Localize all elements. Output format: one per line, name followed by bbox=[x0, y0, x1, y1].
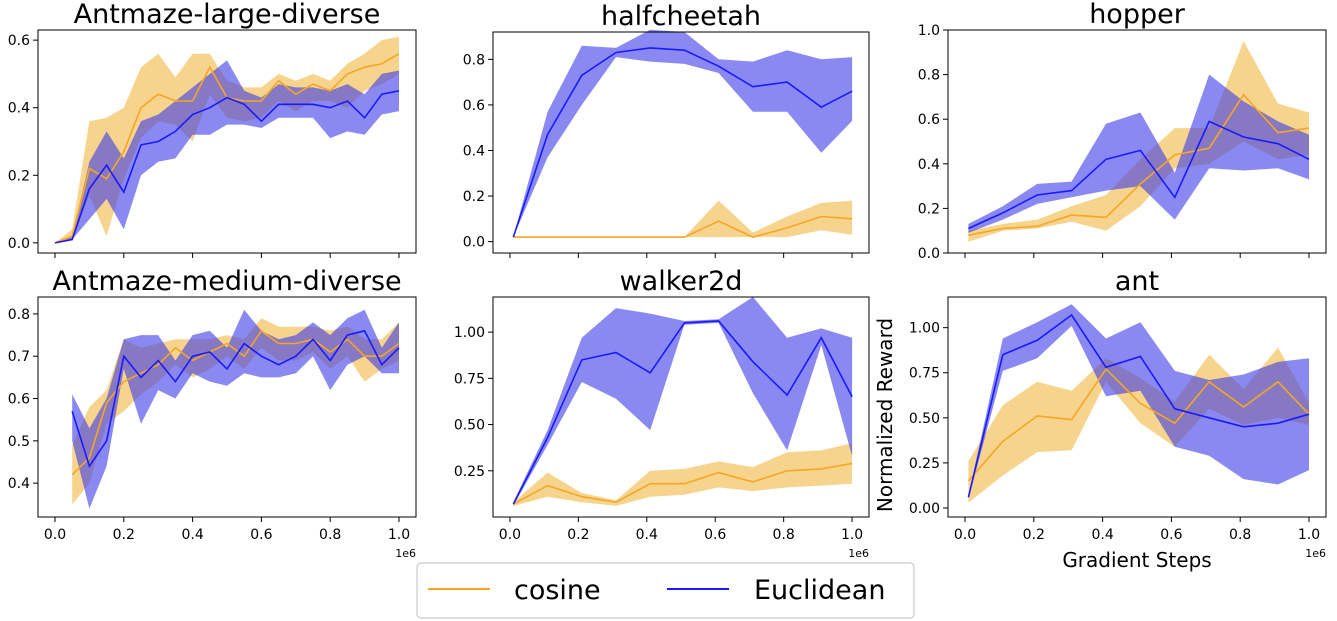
y-tick-label: 0.75 bbox=[909, 366, 940, 382]
x-tick-label: 0.8 bbox=[773, 527, 795, 543]
y-tick-label: 0.6 bbox=[8, 33, 30, 49]
y-tick-label: 0.25 bbox=[454, 464, 485, 480]
axes-frame bbox=[947, 296, 1327, 518]
y-tick-label: 0.4 bbox=[918, 157, 940, 173]
line-euclidean bbox=[54, 90, 400, 244]
band-euclidean bbox=[55, 60, 399, 243]
x-tick-label: 0.6 bbox=[250, 527, 272, 543]
y-tick-label: 0.2 bbox=[8, 168, 30, 184]
y-tick-label: 0.8 bbox=[918, 68, 940, 84]
axes-frame bbox=[492, 31, 870, 254]
x-scale-label: 1e6 bbox=[848, 547, 869, 560]
x-axis-label: Gradient Steps bbox=[1062, 548, 1211, 572]
y-tick-label: 0.2 bbox=[918, 201, 940, 217]
y-tick-label: 1.00 bbox=[454, 325, 485, 341]
subplot-1: 0.0 0.2 0.4 0.6 0.8 halfcheetah bbox=[463, 1, 870, 258]
x-scale-label: 1e6 bbox=[1305, 547, 1326, 560]
y-tick-label: 1.0 bbox=[918, 23, 940, 39]
y-tick-label: 0.00 bbox=[909, 501, 940, 517]
y-tick-label: 0.4 bbox=[8, 101, 30, 117]
x-scale-label: 1e6 bbox=[395, 547, 416, 560]
y-tick-label: 0.0 bbox=[8, 236, 30, 252]
axes-frame bbox=[37, 29, 417, 254]
line-cosine bbox=[512, 462, 853, 505]
legend-box bbox=[416, 562, 915, 619]
line-euclidean bbox=[512, 320, 853, 505]
y-tick-label: 0.5 bbox=[8, 434, 30, 450]
subplot-title: Antmaze-large-diverse bbox=[74, 0, 381, 30]
line-cosine bbox=[513, 215, 853, 238]
x-tick-label: 1.0 bbox=[388, 527, 410, 543]
subplot-2: 0.0 0.2 0.4 0.6 0.8 1.0 hopper bbox=[918, 0, 1327, 262]
y-tick-label: 1.00 bbox=[909, 321, 940, 337]
subplot-4: 0.25 0.50 0.75 1.00 0.0 0.2 0.4 0.6 0.8 1.0 1e6 wal… bbox=[454, 266, 870, 560]
legend: cosine Euclidean bbox=[416, 562, 915, 619]
y-tick-label: 0.0 bbox=[463, 235, 485, 251]
y-tick-label: 0.75 bbox=[454, 371, 485, 387]
x-tick-label: 0.4 bbox=[636, 527, 658, 543]
band-euclidean bbox=[513, 29, 853, 238]
y-tick-label: 0.50 bbox=[454, 418, 485, 434]
y-tick-label: 0.8 bbox=[8, 307, 30, 323]
x-tick-label: 0.2 bbox=[567, 527, 589, 543]
x-tick-label: 1.0 bbox=[841, 527, 863, 543]
subplot-title: Antmaze-medium-diverse bbox=[52, 266, 401, 297]
x-tick-label: 0.4 bbox=[1091, 527, 1113, 543]
x-tick-label: 1.0 bbox=[1298, 527, 1320, 543]
band-cosine bbox=[513, 443, 853, 506]
x-tick-label: 0.0 bbox=[44, 527, 66, 543]
line-cosine bbox=[71, 329, 400, 476]
line-cosine bbox=[968, 93, 1310, 236]
legend-label-cosine: cosine bbox=[514, 575, 601, 606]
legend-label-euclidean: Euclidean bbox=[754, 575, 885, 606]
subplot-title: halfcheetah bbox=[601, 1, 761, 32]
line-cosine bbox=[967, 367, 1310, 482]
subplot-title: hopper bbox=[1089, 0, 1186, 30]
band-euclidean bbox=[968, 304, 1309, 499]
line-euclidean bbox=[967, 313, 1310, 498]
subplot-title: ant bbox=[1115, 266, 1159, 297]
y-tick-label: 0.6 bbox=[8, 392, 30, 408]
band-euclidean bbox=[72, 309, 399, 509]
subplot-3: 0.4 0.5 0.6 0.7 0.8 0.0 0.2 0.4 0.6 0.8 1.0 1e6 Antm… bbox=[8, 266, 417, 560]
y-tick-label: 0.0 bbox=[918, 246, 940, 262]
x-tick-label: 0.8 bbox=[1229, 527, 1251, 543]
y-tick-label: 0.50 bbox=[909, 411, 940, 427]
x-tick-label: 0.2 bbox=[1023, 527, 1045, 543]
axes-frame bbox=[37, 296, 417, 518]
x-tick-label: 0.0 bbox=[499, 527, 521, 543]
band-cosine bbox=[513, 200, 853, 238]
band-euclidean bbox=[513, 297, 853, 506]
y-tick-label: 0.6 bbox=[463, 98, 485, 114]
line-euclidean bbox=[968, 120, 1310, 230]
x-tick-label: 0.6 bbox=[1160, 527, 1182, 543]
y-axis-label: Normalized Reward bbox=[873, 318, 897, 512]
y-tick-label: 0.8 bbox=[463, 52, 485, 68]
x-tick-label: 0.2 bbox=[113, 527, 135, 543]
y-tick-label: 0.7 bbox=[8, 349, 30, 365]
y-tick-label: 0.2 bbox=[463, 189, 485, 205]
y-tick-label: 0.25 bbox=[909, 456, 940, 472]
y-tick-label: 0.4 bbox=[8, 476, 30, 492]
x-tick-label: 0.8 bbox=[319, 527, 341, 543]
line-euclidean bbox=[512, 47, 853, 238]
subplot-title: walker2d bbox=[620, 266, 743, 297]
x-tick-label: 0.0 bbox=[954, 527, 976, 543]
subplot-5: 0.00 0.25 0.50 0.75 1.00 0.0 0.2 0.4 0.6 0.8 1.0 1e… bbox=[873, 266, 1327, 572]
y-tick-label: 0.6 bbox=[918, 112, 940, 128]
line-euclidean bbox=[71, 329, 400, 469]
x-tick-label: 0.6 bbox=[704, 527, 726, 543]
subplot-0: 0.0 0.2 0.4 0.6 Antmaze-large-diverse bbox=[8, 0, 417, 258]
y-tick-label: 0.4 bbox=[463, 143, 485, 159]
axes-frame bbox=[492, 296, 870, 518]
x-tick-label: 0.4 bbox=[181, 527, 203, 543]
axes-frame bbox=[947, 29, 1327, 254]
